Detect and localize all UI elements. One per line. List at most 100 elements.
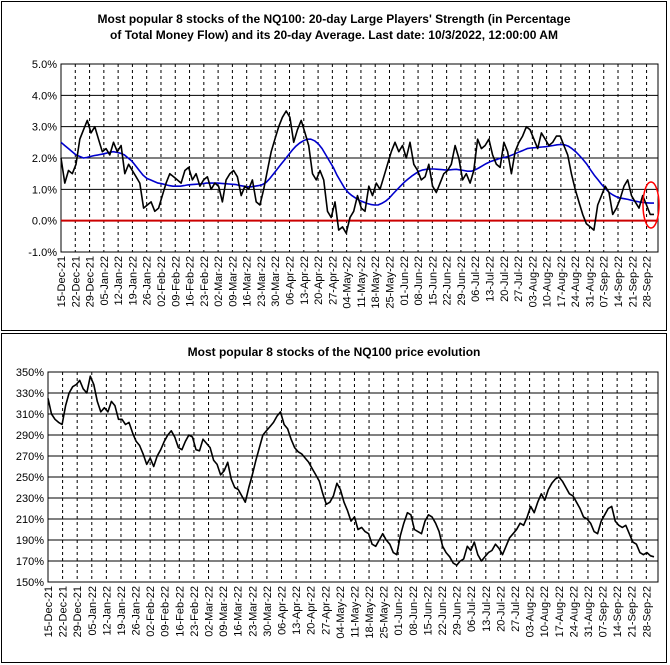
strength-chart-svg: 5.0%4.0%3.0%2.0%1.0%0.0%-1.0%15-Dec-21 22… [28, 59, 660, 309]
x-tick-label: 09-Feb-22 [170, 256, 182, 307]
y-tick-label: 310% [16, 409, 44, 421]
x-tick-label: 25-May-22 [379, 586, 391, 639]
x-tick-label: 04-May-22 [335, 586, 347, 639]
price-series-line [47, 375, 655, 566]
x-tick-label: 27-Jul-22 [510, 586, 522, 632]
strength-chart-title-line1: Most popular 8 stocks of the NQ100: 20-d… [97, 12, 571, 26]
x-tick-label: 13-Apr-22 [291, 586, 303, 635]
y-tick-label: 1.0% [32, 184, 57, 196]
x-tick-label: 13-Jul-22 [481, 586, 493, 632]
y-tick-label: 3.0% [32, 122, 57, 134]
x-tick-label: 04-May-22 [342, 256, 354, 309]
x-tick-label: 11-May-22 [349, 586, 361, 638]
x-tick-label: 06-Apr-22 [276, 586, 288, 635]
x-tick-label: 09-Feb-22 [160, 586, 172, 637]
x-tick-label: 20-Apr-22 [313, 256, 325, 305]
x-tick-label: 13-Jul-22 [484, 256, 496, 302]
x-tick-label: 29-Dec-21 [72, 586, 84, 637]
x-tick-label: 11-May-22 [356, 256, 368, 308]
x-tick-label: 08-Jun-22 [413, 256, 425, 306]
y-tick-label: 230% [16, 493, 44, 505]
x-tick-label: 27-Jul-22 [513, 256, 525, 302]
x-tick-label: 16-Feb-22 [185, 256, 197, 307]
x-tick-label: 02-Feb-22 [156, 256, 168, 307]
x-tick-label: 15-Dec-21 [43, 586, 55, 637]
x-tick-label: 14-Sep-22 [613, 256, 625, 307]
y-tick-label: 250% [16, 472, 44, 484]
x-tick-label: 19-Jan-22 [127, 256, 139, 306]
strength-chart-panel: Most popular 8 stocks of the NQ100: 20-d… [1, 1, 667, 331]
x-tick-label: 26-Jan-22 [142, 256, 154, 306]
x-tick-label: 25-May-22 [384, 256, 396, 309]
strength-series-line [60, 110, 654, 234]
x-tick-label: 16-Mar-22 [242, 256, 254, 307]
x-tick-label: 27-Apr-22 [327, 256, 339, 305]
x-tick-label: 21-Sep-22 [627, 256, 639, 307]
x-tick-label: 12-Jan-22 [101, 586, 113, 636]
x-tick-label: 20-Jul-22 [499, 256, 511, 302]
x-tick-label: 28-Sep-22 [641, 586, 653, 637]
x-tick-label: 24-Aug-22 [570, 256, 582, 307]
strength-chart-title: Most popular 8 stocks of the NQ100: 20-d… [2, 11, 666, 43]
x-tick-label: 17-Aug-22 [556, 256, 568, 307]
x-tick-label: 22-Jun-22 [442, 256, 454, 306]
x-tick-label: 20-Jul-22 [495, 586, 507, 632]
x-tick-label: 07-Sep-22 [599, 256, 611, 307]
x-tick-label: 10-Aug-22 [539, 586, 551, 637]
y-tick-label: 150% [16, 577, 44, 589]
x-tick-label: 30-Mar-22 [270, 256, 282, 307]
price-chart-svg: 350% 330% 310% 290% 270% 250% 230% 210% 190% 170%… [16, 367, 659, 639]
y-tick-label: 4.0% [32, 90, 57, 102]
x-tick-label: 12-Jan-22 [113, 256, 125, 306]
x-tick-label: 15-Jun-22 [427, 256, 439, 306]
y-tick-label: 0.0% [32, 216, 57, 228]
x-tick-label: 20-Apr-22 [306, 586, 318, 635]
x-tick-label: 16-Feb-22 [174, 586, 186, 637]
x-tick-label: 05-Jan-22 [87, 586, 99, 636]
x-tick-label: 01-Jun-22 [399, 256, 411, 306]
x-tick-label: 22-Dec-21 [58, 586, 70, 637]
x-tick-label: 14-Sep-22 [612, 586, 624, 637]
x-tick-label: 29-Dec-21 [85, 256, 97, 307]
y-tick-label: 190% [16, 535, 44, 547]
x-tick-label: 24-Aug-22 [568, 586, 580, 637]
x-tick-label: 15-Dec-21 [56, 256, 68, 307]
x-tick-label: 02-Mar-22 [204, 586, 216, 637]
x-tick-label: 16-Mar-22 [233, 586, 245, 637]
x-tick-label: 26-Jan-22 [131, 586, 143, 636]
x-tick-label: 19-Jan-22 [116, 586, 128, 636]
last-value-highlight-circle [642, 181, 660, 229]
x-tick-label: 30-Mar-22 [262, 586, 274, 637]
x-tick-label: 29-Jun-22 [452, 586, 464, 636]
x-tick-label: 28-Sep-22 [642, 256, 654, 307]
plot-area-frame [47, 371, 659, 583]
x-tick-label: 06-Jul-22 [466, 586, 478, 632]
x-tick-label: 23-Feb-22 [199, 256, 211, 307]
y-tick-label: 2.0% [32, 153, 57, 165]
x-tick-label: 01-Jun-22 [393, 586, 405, 636]
x-tick-label: 05-Jan-22 [99, 256, 111, 306]
x-tick-label: 10-Aug-22 [542, 256, 554, 307]
x-tick-label: 31-Aug-22 [583, 586, 595, 637]
x-tick-label: 15-Jun-22 [422, 586, 434, 636]
x-tick-label: 18-May-22 [364, 586, 376, 639]
x-tick-label: 23-Feb-22 [189, 586, 201, 637]
x-tick-label: 21-Sep-22 [627, 586, 639, 637]
x-tick-label: 31-Aug-22 [584, 256, 596, 307]
x-tick-label: 27-Apr-22 [320, 586, 332, 635]
x-tick-label: 23-Mar-22 [256, 256, 268, 307]
price-chart-panel: Most popular 8 stocks of the NQ100 price… [1, 333, 667, 663]
x-tick-label: 07-Sep-22 [598, 586, 610, 637]
y-tick-label: 170% [16, 556, 44, 568]
price-chart-title: Most popular 8 stocks of the NQ100 price… [187, 345, 481, 359]
x-tick-label: 13-Apr-22 [299, 256, 311, 305]
strength-chart-title-line2: of Total Money Flow) and its 20-day Aver… [110, 28, 558, 42]
y-tick-label: 290% [16, 430, 44, 442]
y-tick-label: 5.0% [32, 59, 57, 71]
x-tick-label: 29-Jun-22 [456, 256, 468, 306]
y-tick-label: -1.0% [28, 247, 57, 259]
x-tick-label: 22-Dec-21 [70, 256, 82, 307]
x-tick-label: 17-Aug-22 [554, 586, 566, 637]
y-tick-label: 210% [16, 514, 44, 526]
y-tick-label: 330% [16, 388, 44, 400]
